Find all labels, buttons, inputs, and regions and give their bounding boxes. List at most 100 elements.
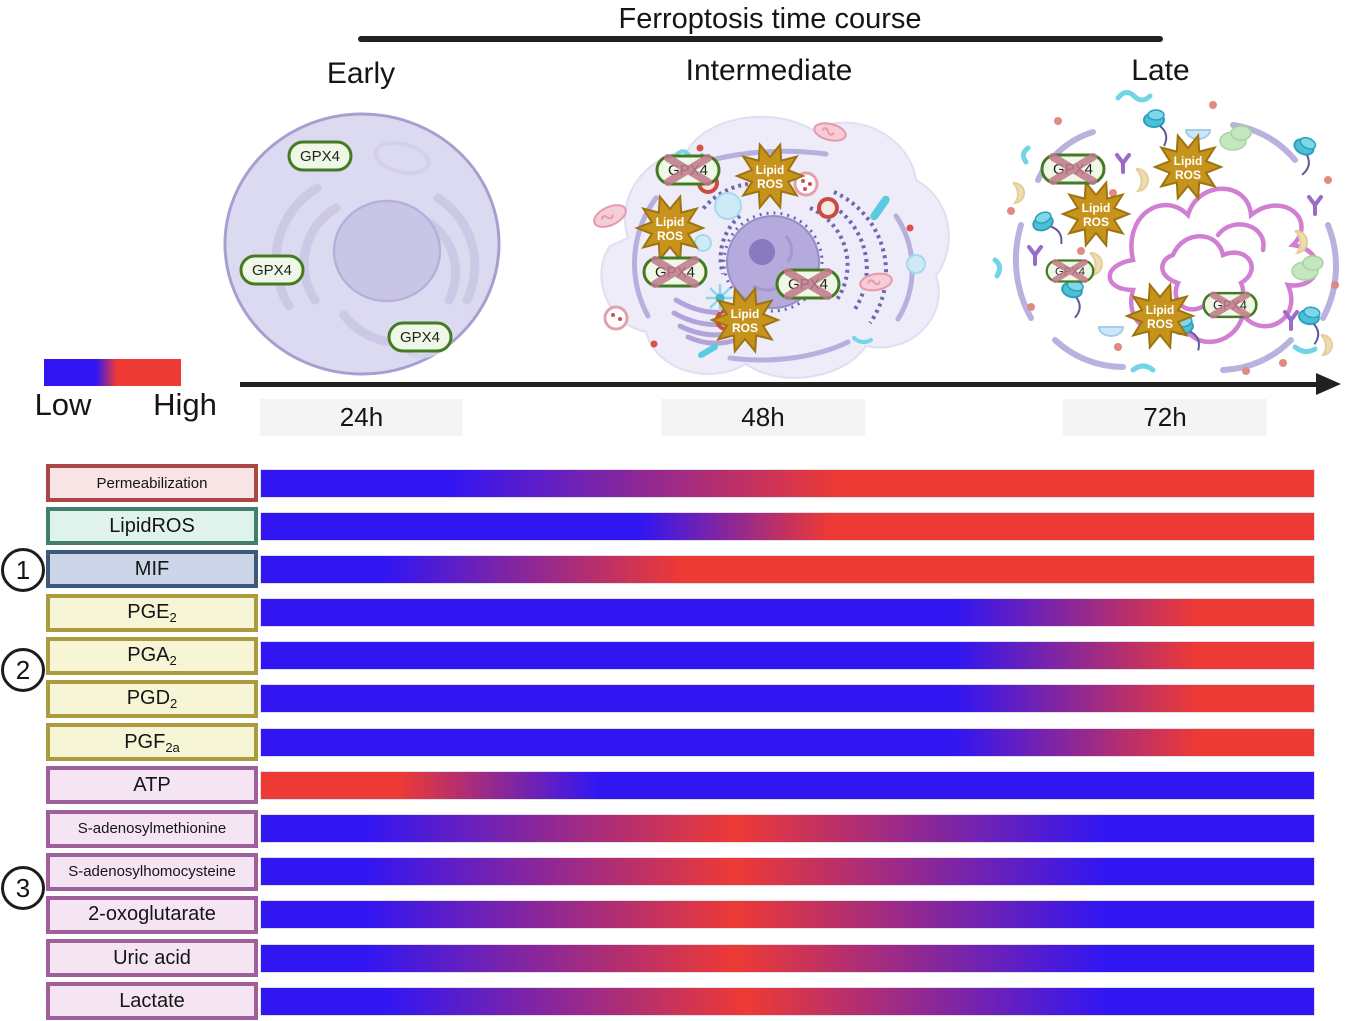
nucleus — [332, 199, 442, 303]
heatmap-row: ATP — [46, 766, 1326, 805]
vesicles — [603, 171, 926, 331]
svg-text:GPX4: GPX4 — [300, 148, 340, 165]
row-label: Lactate — [46, 982, 258, 1021]
row-label-text: ATP — [133, 773, 171, 796]
heatmap: Permeabilization LipidROS MIF PGE 2 PGA 2 — [46, 464, 1326, 1021]
early-cell-illustration: GPX4 GPX4 GPX4 — [223, 112, 501, 376]
heatmap-row: PGD 2 — [46, 679, 1326, 718]
svg-text:ROS: ROS — [1147, 317, 1173, 331]
lipid-ros-starburst: Lipid ROS — [1062, 181, 1130, 247]
row-label-text: 2-oxoglutarate — [88, 903, 216, 926]
intermediate-cell-illustration: Lipid ROS Lipid ROS Lipid ROS GPX4 GPX4 … — [593, 115, 950, 379]
svg-text:Lipid: Lipid — [756, 163, 785, 177]
row-label: ATP — [46, 766, 258, 805]
row-label-text: PGE — [127, 601, 170, 624]
timepoint-48h: 48h — [661, 399, 865, 436]
row-label-text: S-adenosylhomocysteine — [68, 863, 236, 881]
row-label-text: PGF — [124, 730, 166, 753]
heatmap-row: LipidROS — [46, 507, 1326, 546]
heatmap-row: 2-oxoglutarate — [46, 895, 1326, 934]
endoplasmic-reticulum — [271, 183, 480, 347]
gpx4-badge: GPX4 — [387, 321, 453, 353]
heatmap-row: MIF — [46, 550, 1326, 589]
svg-text:ROS: ROS — [1175, 168, 1201, 182]
group-circle-1: 1 — [1, 548, 45, 592]
stage-label-late: Late — [1131, 54, 1190, 87]
row-label: PGF 2a — [46, 723, 258, 762]
gpx4-badge: GPX4 — [287, 140, 353, 172]
stage-label-intermediate: Intermediate — [685, 54, 853, 87]
gpx4-badge: GPX4 — [239, 254, 305, 286]
row-gradient-bar — [260, 727, 1315, 757]
row-label: LipidROS — [46, 507, 258, 546]
gpx4-crossed-badge: GPX4 — [642, 256, 708, 288]
color-scale-high-label: High — [153, 387, 217, 422]
row-label-subscript: 2 — [169, 653, 177, 669]
row-label: Permeabilization — [46, 464, 258, 502]
svg-text:ROS: ROS — [657, 229, 683, 243]
svg-text:GPX4: GPX4 — [252, 262, 292, 279]
row-label: PGE 2 — [46, 593, 258, 632]
row-label-text: LipidROS — [109, 514, 195, 537]
stage-label-early: Early — [326, 57, 396, 90]
gpx4-crossed-badge: GPX4 — [1045, 259, 1095, 283]
heatmap-row: S-adenosylmethionine — [46, 809, 1326, 848]
row-label-text: MIF — [134, 557, 170, 580]
svg-text:Lipid: Lipid — [1146, 303, 1175, 317]
lipid-ros-starburst: Lipid ROS — [736, 143, 804, 209]
group-circle-3: 3 — [1, 866, 45, 910]
group-circle-2: 2 — [1, 648, 45, 692]
heatmap-row: S-adenosylhomocysteine — [46, 852, 1326, 891]
timepoint-24h: 24h — [260, 399, 463, 436]
lipid-ros-starburst: Lipid ROS — [1154, 134, 1222, 200]
row-gradient-bar — [260, 770, 1315, 800]
row-label-text: Permeabilization — [96, 474, 208, 492]
svg-text:Lipid: Lipid — [1174, 154, 1203, 168]
header-underline — [358, 36, 1163, 42]
gpx4-crossed-badge: GPX4 — [655, 154, 721, 186]
mitochondrion — [593, 122, 893, 292]
gpx4-crossed-badge: GPX4 — [1202, 291, 1258, 319]
row-gradient-bar — [260, 900, 1315, 930]
lipid-ros-starburst: Lipid ROS — [636, 195, 704, 261]
heatmap-row: PGF 2a — [46, 723, 1326, 762]
gpx4-crossed-badge: GPX4 — [775, 268, 841, 300]
row-gradient-bar — [260, 598, 1315, 628]
row-gradient-bar — [260, 814, 1315, 843]
lipid-ros-starburst: Lipid ROS — [711, 287, 779, 353]
heatmap-row: Lactate — [46, 982, 1326, 1021]
row-gradient-bar — [260, 554, 1315, 584]
heatmap-row: PGE 2 — [46, 593, 1326, 632]
row-gradient-bar — [260, 684, 1315, 714]
color-scale-low-label: Low — [34, 387, 92, 422]
lipid-ros-starburst: Lipid ROS — [1126, 283, 1194, 349]
timeline-arrowhead-icon — [1316, 373, 1341, 395]
row-gradient-bar — [260, 986, 1315, 1016]
heatmap-row: PGA 2 — [46, 636, 1326, 675]
row-label-text: PGD — [126, 687, 171, 710]
row-label: PGD 2 — [46, 679, 258, 718]
row-label-text: Lactate — [119, 989, 185, 1012]
row-label-text: PGA — [127, 644, 170, 667]
row-label-text: Uric acid — [113, 946, 191, 969]
row-label-subscript: 2 — [169, 610, 177, 626]
timepoint-72h: 72h — [1063, 399, 1267, 436]
row-gradient-bar — [260, 943, 1315, 973]
svg-text:Lipid: Lipid — [731, 307, 760, 321]
row-label: PGA 2 — [46, 636, 258, 675]
timeline-arrow — [240, 382, 1318, 387]
row-label-subscript: 2 — [170, 696, 178, 712]
row-gradient-bar — [260, 641, 1315, 671]
row-gradient-bar — [260, 468, 1315, 498]
color-scale-gradient — [44, 359, 181, 386]
svg-text:Lipid: Lipid — [1082, 201, 1111, 215]
row-gradient-bar — [260, 857, 1315, 887]
heatmap-row: Uric acid — [46, 939, 1326, 978]
row-label: MIF — [46, 550, 258, 589]
row-label: 2-oxoglutarate — [46, 895, 258, 934]
row-label: S-adenosylhomocysteine — [46, 852, 258, 891]
late-cell-illustration: Lipid ROS Lipid ROS Lipid ROS GPX4 GPX4 … — [992, 90, 1339, 375]
svg-text:ROS: ROS — [1083, 215, 1109, 229]
row-label: Uric acid — [46, 939, 258, 978]
